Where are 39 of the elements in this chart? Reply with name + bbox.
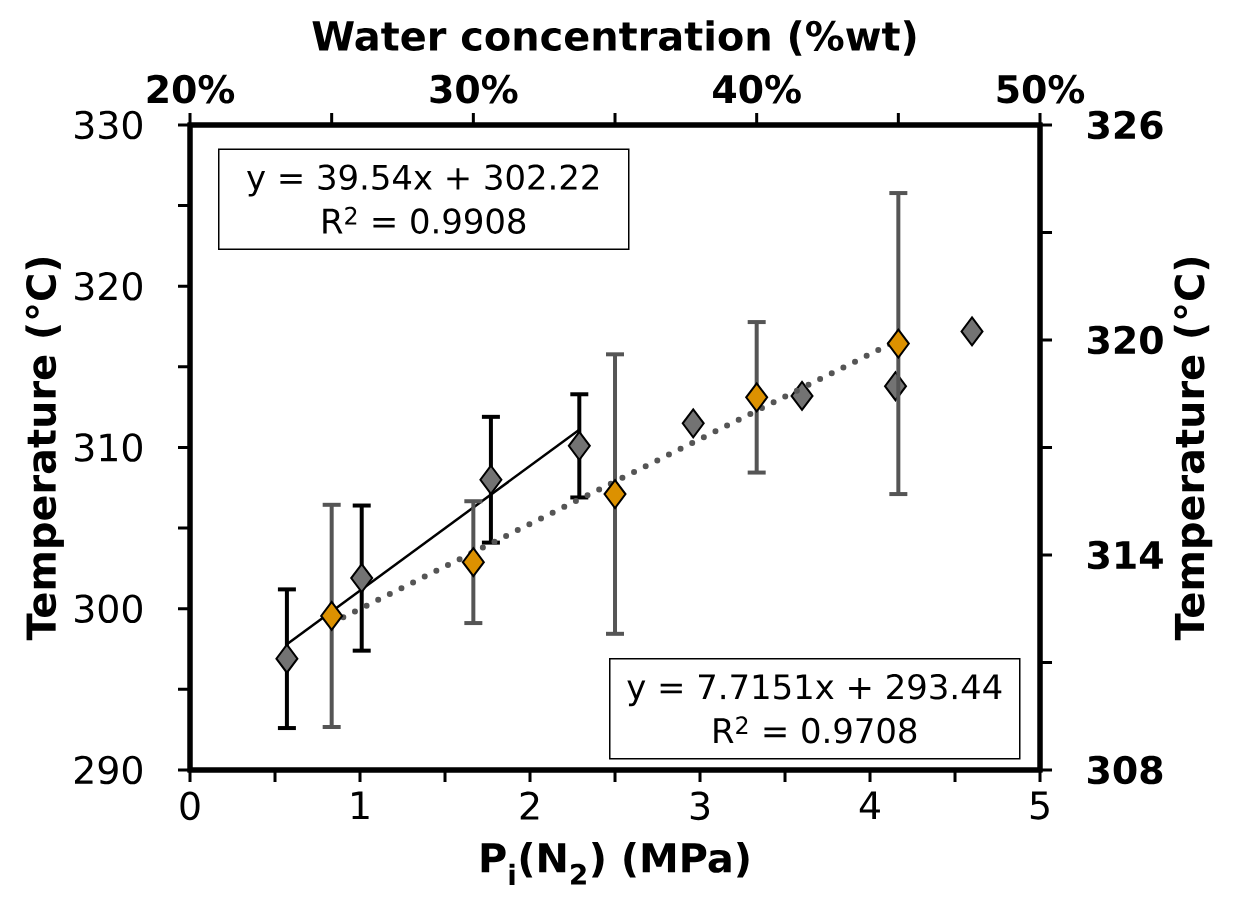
x-axis-title: Water concentration (%wt) (312, 20, 916, 56)
x-tick-label: 50% (997, 74, 1085, 104)
y-tick-label: 330 (75, 110, 142, 140)
x-axis-title: P$_{i}$(N$_{2}$) (MPa) (481, 842, 749, 885)
y-tick-label: 314 (1088, 540, 1163, 570)
annotation: R$^{2}$ = 0.9708 (714, 716, 917, 744)
y-tick-label: 290 (74, 755, 142, 785)
y-tick-label: 320 (75, 271, 142, 301)
point (350, 563, 374, 594)
y-axis-title: Temperature (°C) (1173, 257, 1213, 641)
point (320, 600, 344, 631)
point (960, 316, 984, 347)
point (567, 430, 591, 461)
x-tick-label: 4 (859, 791, 880, 820)
x-tick-label: 0 (180, 791, 200, 821)
point (479, 464, 503, 495)
annotation: y = 7.7151x + 293.44 (627, 673, 1002, 707)
point (790, 380, 814, 411)
x-tick-label: 30% (430, 74, 518, 104)
annotation: R$^{2}$ = 0.9908 (323, 206, 526, 234)
y-tick-label: 308 (1088, 755, 1163, 785)
x-tick-label: 3 (690, 791, 710, 821)
y-tick-label: 320 (1088, 325, 1163, 355)
y-tick-label: 326 (1088, 110, 1163, 140)
x-tick-label: 5 (1030, 791, 1049, 820)
x-tick-label: 1 (352, 791, 369, 820)
x-tick-label: 40% (713, 74, 801, 104)
annotation: y = 39.54x + 302.22 (247, 164, 599, 197)
point (461, 547, 485, 578)
point (275, 643, 299, 674)
x-tick-label: 20% (147, 74, 235, 104)
x-tick-label: 2 (520, 791, 539, 820)
point (603, 479, 627, 510)
y-tick-label: 300 (75, 594, 142, 624)
point (681, 408, 705, 439)
point (886, 328, 910, 359)
point (745, 382, 769, 413)
y-axis-title: Temperature (°C) (25, 257, 64, 641)
y-tick-label: 310 (75, 433, 142, 462)
